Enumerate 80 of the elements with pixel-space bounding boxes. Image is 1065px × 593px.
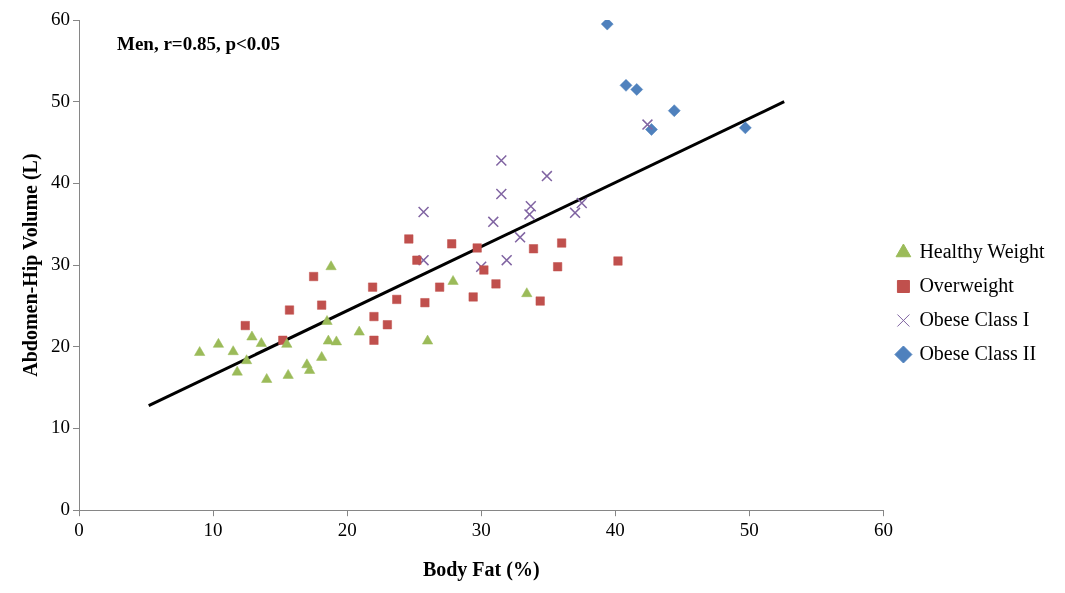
y-tick-label: 10 (51, 416, 70, 438)
point (553, 262, 563, 272)
point (529, 244, 538, 254)
point (241, 354, 253, 364)
point (487, 216, 499, 228)
point (447, 275, 459, 285)
point (435, 282, 445, 292)
point (285, 305, 294, 315)
point (330, 335, 342, 346)
point (317, 300, 327, 310)
point (569, 207, 581, 219)
point (404, 234, 414, 244)
point (369, 335, 379, 345)
point (281, 338, 293, 348)
point (472, 243, 482, 253)
point (468, 292, 478, 302)
legend-label: Healthy Weight (919, 239, 1046, 263)
point (240, 321, 250, 331)
y-tick-label: 40 (51, 171, 70, 193)
y-tick-label: 50 (51, 89, 70, 111)
point (227, 345, 239, 355)
point (630, 83, 643, 96)
y-tick-label: 30 (51, 253, 70, 275)
point (541, 170, 553, 182)
y-axis-title: Abdomen-Hip Volume (L) (19, 153, 43, 377)
point (619, 79, 633, 92)
point (304, 364, 316, 374)
point (353, 325, 365, 336)
point (491, 279, 501, 289)
point (417, 206, 430, 218)
point (212, 338, 224, 348)
point (447, 239, 457, 249)
point (422, 334, 434, 345)
x-axis-title: Body Fat (%) (422, 558, 540, 582)
point (668, 104, 681, 117)
point (246, 330, 258, 341)
point (412, 255, 422, 265)
point (282, 369, 294, 379)
x-tick-label: 50 (739, 518, 759, 540)
point (309, 272, 319, 282)
point (479, 265, 489, 275)
y-tick-label: 0 (60, 498, 70, 520)
point (475, 261, 487, 273)
legend-label: Overweight (919, 273, 1015, 297)
point (514, 231, 526, 244)
point (231, 365, 243, 376)
x-tick-label: 0 (74, 518, 84, 540)
x-tick-label: 20 (337, 518, 357, 540)
point (255, 337, 267, 347)
point (316, 351, 328, 361)
point (535, 296, 545, 306)
point (495, 154, 508, 167)
point (382, 320, 392, 330)
x-tick-label: 60 (873, 518, 893, 540)
legend-label: Obese Class II (919, 341, 1037, 364)
point (261, 373, 273, 383)
y-tick-label: 20 (51, 334, 70, 356)
point (194, 346, 206, 356)
y-tick-label: 60 (51, 7, 70, 29)
point (739, 121, 752, 135)
legend-label: Obese Class I (919, 307, 1030, 330)
point (500, 254, 513, 266)
point (600, 20, 614, 31)
point (321, 315, 333, 325)
point (369, 312, 379, 322)
point (521, 287, 533, 297)
point (325, 260, 337, 270)
x-tick-label: 30 (471, 518, 491, 540)
point (557, 238, 567, 248)
point (576, 197, 588, 209)
point (392, 294, 402, 304)
annotation: Men, r=0.85, p<0.05 (117, 33, 281, 55)
point (368, 282, 378, 292)
point (641, 118, 654, 131)
point (322, 334, 334, 345)
point (420, 298, 430, 308)
x-tick-label: 10 (203, 518, 223, 540)
x-tick-label: 40 (605, 518, 625, 540)
point (613, 256, 623, 266)
point (495, 188, 508, 200)
